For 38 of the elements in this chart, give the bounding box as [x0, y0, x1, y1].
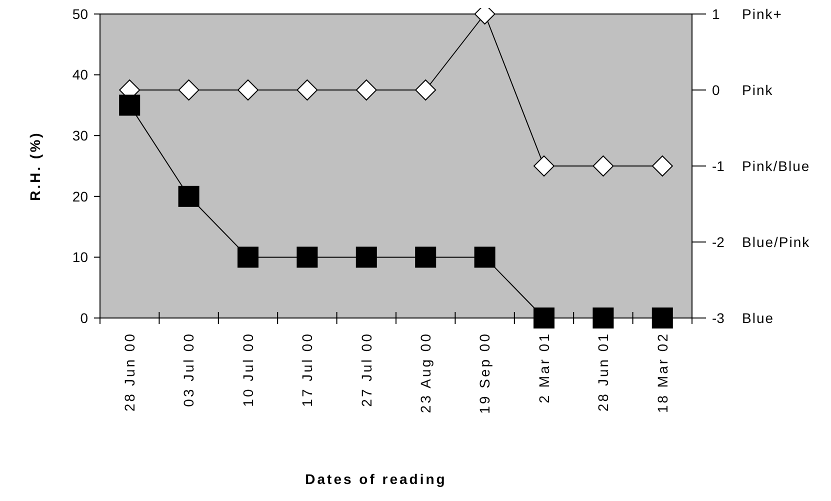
- text: Pink+: [742, 6, 782, 22]
- y2-tick-label: 1: [712, 6, 720, 22]
- point: [356, 246, 377, 268]
- x-tick-label: 27 Jul 00: [358, 332, 374, 407]
- point: [474, 246, 496, 268]
- text: Pink/Blue: [742, 158, 810, 174]
- y-tick-label: 0: [80, 310, 88, 326]
- y-tick-label: 30: [72, 128, 88, 144]
- x-tick-label: 28 Jun 01: [595, 332, 612, 412]
- x-tick-label: 03 Jul 00: [180, 332, 197, 407]
- y-tick-label: 40: [72, 66, 88, 83]
- point: [296, 246, 318, 268]
- x-tick-label: 18 Mar 02: [654, 332, 670, 414]
- x-tick-label: 23 Aug 00: [418, 332, 434, 414]
- x-tick-label: 10 Jul 00: [240, 332, 256, 407]
- x-tick-label: 2 Mar 01: [536, 332, 552, 404]
- x-axis-title: Dates of reading: [305, 471, 447, 487]
- y-axis-title: R.H. (%): [27, 131, 43, 201]
- x-tick-label: 28 Jun 00: [122, 332, 138, 412]
- y2-tick-label: -3: [712, 310, 725, 326]
- point: [178, 186, 200, 207]
- text: Blue/Pink: [742, 234, 810, 250]
- y-tick-label: 20: [72, 188, 88, 204]
- point: [592, 308, 614, 328]
- y-tick-label: 10: [72, 249, 88, 266]
- text: Pink: [742, 82, 774, 98]
- point: [415, 246, 436, 268]
- y2-tick-label: -2: [712, 234, 725, 250]
- point: [652, 308, 673, 328]
- x-tick-label: 19 Sep 00: [476, 332, 493, 414]
- point: [534, 308, 554, 328]
- y-tick-label: 50: [72, 6, 88, 22]
- point: [119, 94, 140, 116]
- x-tick-label: 17 Jul 00: [299, 332, 316, 407]
- y2-tick-label: -1: [712, 158, 725, 174]
- point: [238, 246, 258, 268]
- text: Blue: [742, 310, 774, 326]
- y2-tick-label: 0: [712, 82, 720, 98]
